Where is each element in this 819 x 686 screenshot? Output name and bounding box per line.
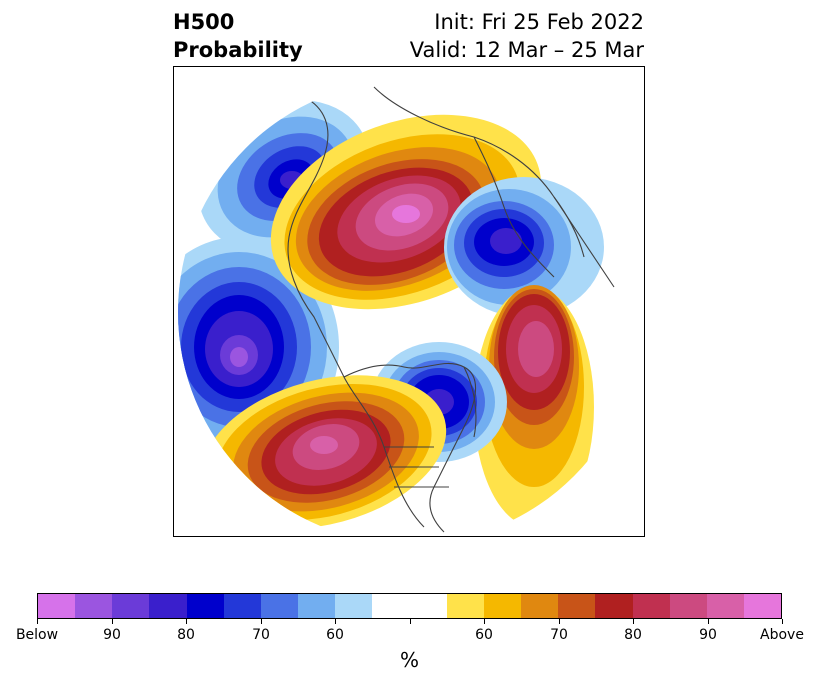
colorbar-segment bbox=[558, 594, 596, 618]
valid-range: Valid: 12 Mar – 25 Mar bbox=[409, 38, 644, 62]
colorbar-segment bbox=[38, 594, 76, 618]
colorbar-tick bbox=[559, 619, 560, 624]
colorbar-tick bbox=[37, 619, 38, 624]
colorbar-segment bbox=[409, 594, 447, 618]
colorbar-tick-label: 60 bbox=[326, 627, 344, 643]
colorbar-tick bbox=[633, 619, 634, 624]
colorbar bbox=[37, 593, 782, 619]
colorbar-tick-label: 70 bbox=[252, 627, 270, 643]
colorbar-segment bbox=[223, 594, 261, 618]
colorbar-tick bbox=[484, 619, 485, 624]
colorbar-tick bbox=[708, 619, 709, 624]
init-date: Init: Fri 25 Feb 2022 bbox=[434, 10, 644, 34]
colorbar-segment bbox=[372, 594, 410, 618]
colorbar-tick-label: 60 bbox=[475, 627, 493, 643]
colorbar-segment bbox=[186, 594, 224, 618]
colorbar-tick-label: Above bbox=[760, 627, 804, 643]
colorbar-segment bbox=[446, 594, 484, 618]
colorbar-ticks: Below 90 80 70 60 60 70 80 90 Above bbox=[16, 619, 804, 643]
colorbar-tick-label: 80 bbox=[624, 627, 642, 643]
polar-map bbox=[173, 66, 645, 537]
colorbar-tick bbox=[261, 619, 262, 624]
colorbar-tick-label: 90 bbox=[699, 627, 717, 643]
colorbar-segment bbox=[335, 594, 373, 618]
colorbar-segment bbox=[706, 594, 744, 618]
colorbar-tick bbox=[335, 619, 336, 624]
coastlines bbox=[287, 86, 615, 533]
chart-title: H500 Probability bbox=[173, 8, 303, 64]
title-variable: H500 bbox=[173, 10, 235, 34]
colorbar-segment bbox=[149, 594, 187, 618]
anomaly-below-pacific bbox=[178, 237, 339, 457]
colorbar-tick bbox=[410, 619, 411, 624]
colorbar-tick-label: 70 bbox=[550, 627, 568, 643]
colorbar-segment bbox=[743, 594, 782, 618]
chart-dates: Init: Fri 25 Feb 2022 Valid: 12 Mar – 25… bbox=[410, 8, 644, 64]
colorbar-tick bbox=[112, 619, 113, 624]
colorbar-segment bbox=[75, 594, 113, 618]
colorbar-segment bbox=[521, 594, 559, 618]
colorbar-segment bbox=[112, 594, 150, 618]
anomaly-above-atlantic bbox=[474, 285, 594, 527]
title-product: Probability bbox=[173, 38, 303, 62]
colorbar-segment bbox=[483, 594, 522, 618]
colorbar-tick-label: Below bbox=[15, 627, 59, 643]
colorbar-tick bbox=[186, 619, 187, 624]
colorbar-segment bbox=[669, 594, 707, 618]
colorbar-segment bbox=[260, 594, 299, 618]
colorbar-tick-label: 90 bbox=[103, 627, 121, 643]
colorbar-segment bbox=[595, 594, 633, 618]
colorbar-segment bbox=[632, 594, 670, 618]
probability-map-svg bbox=[178, 80, 642, 536]
colorbar-tick-label: 80 bbox=[177, 627, 195, 643]
colorbar-units-label: % bbox=[399, 648, 419, 672]
colorbar-tick bbox=[782, 619, 783, 624]
colorbar-segment bbox=[298, 594, 336, 618]
